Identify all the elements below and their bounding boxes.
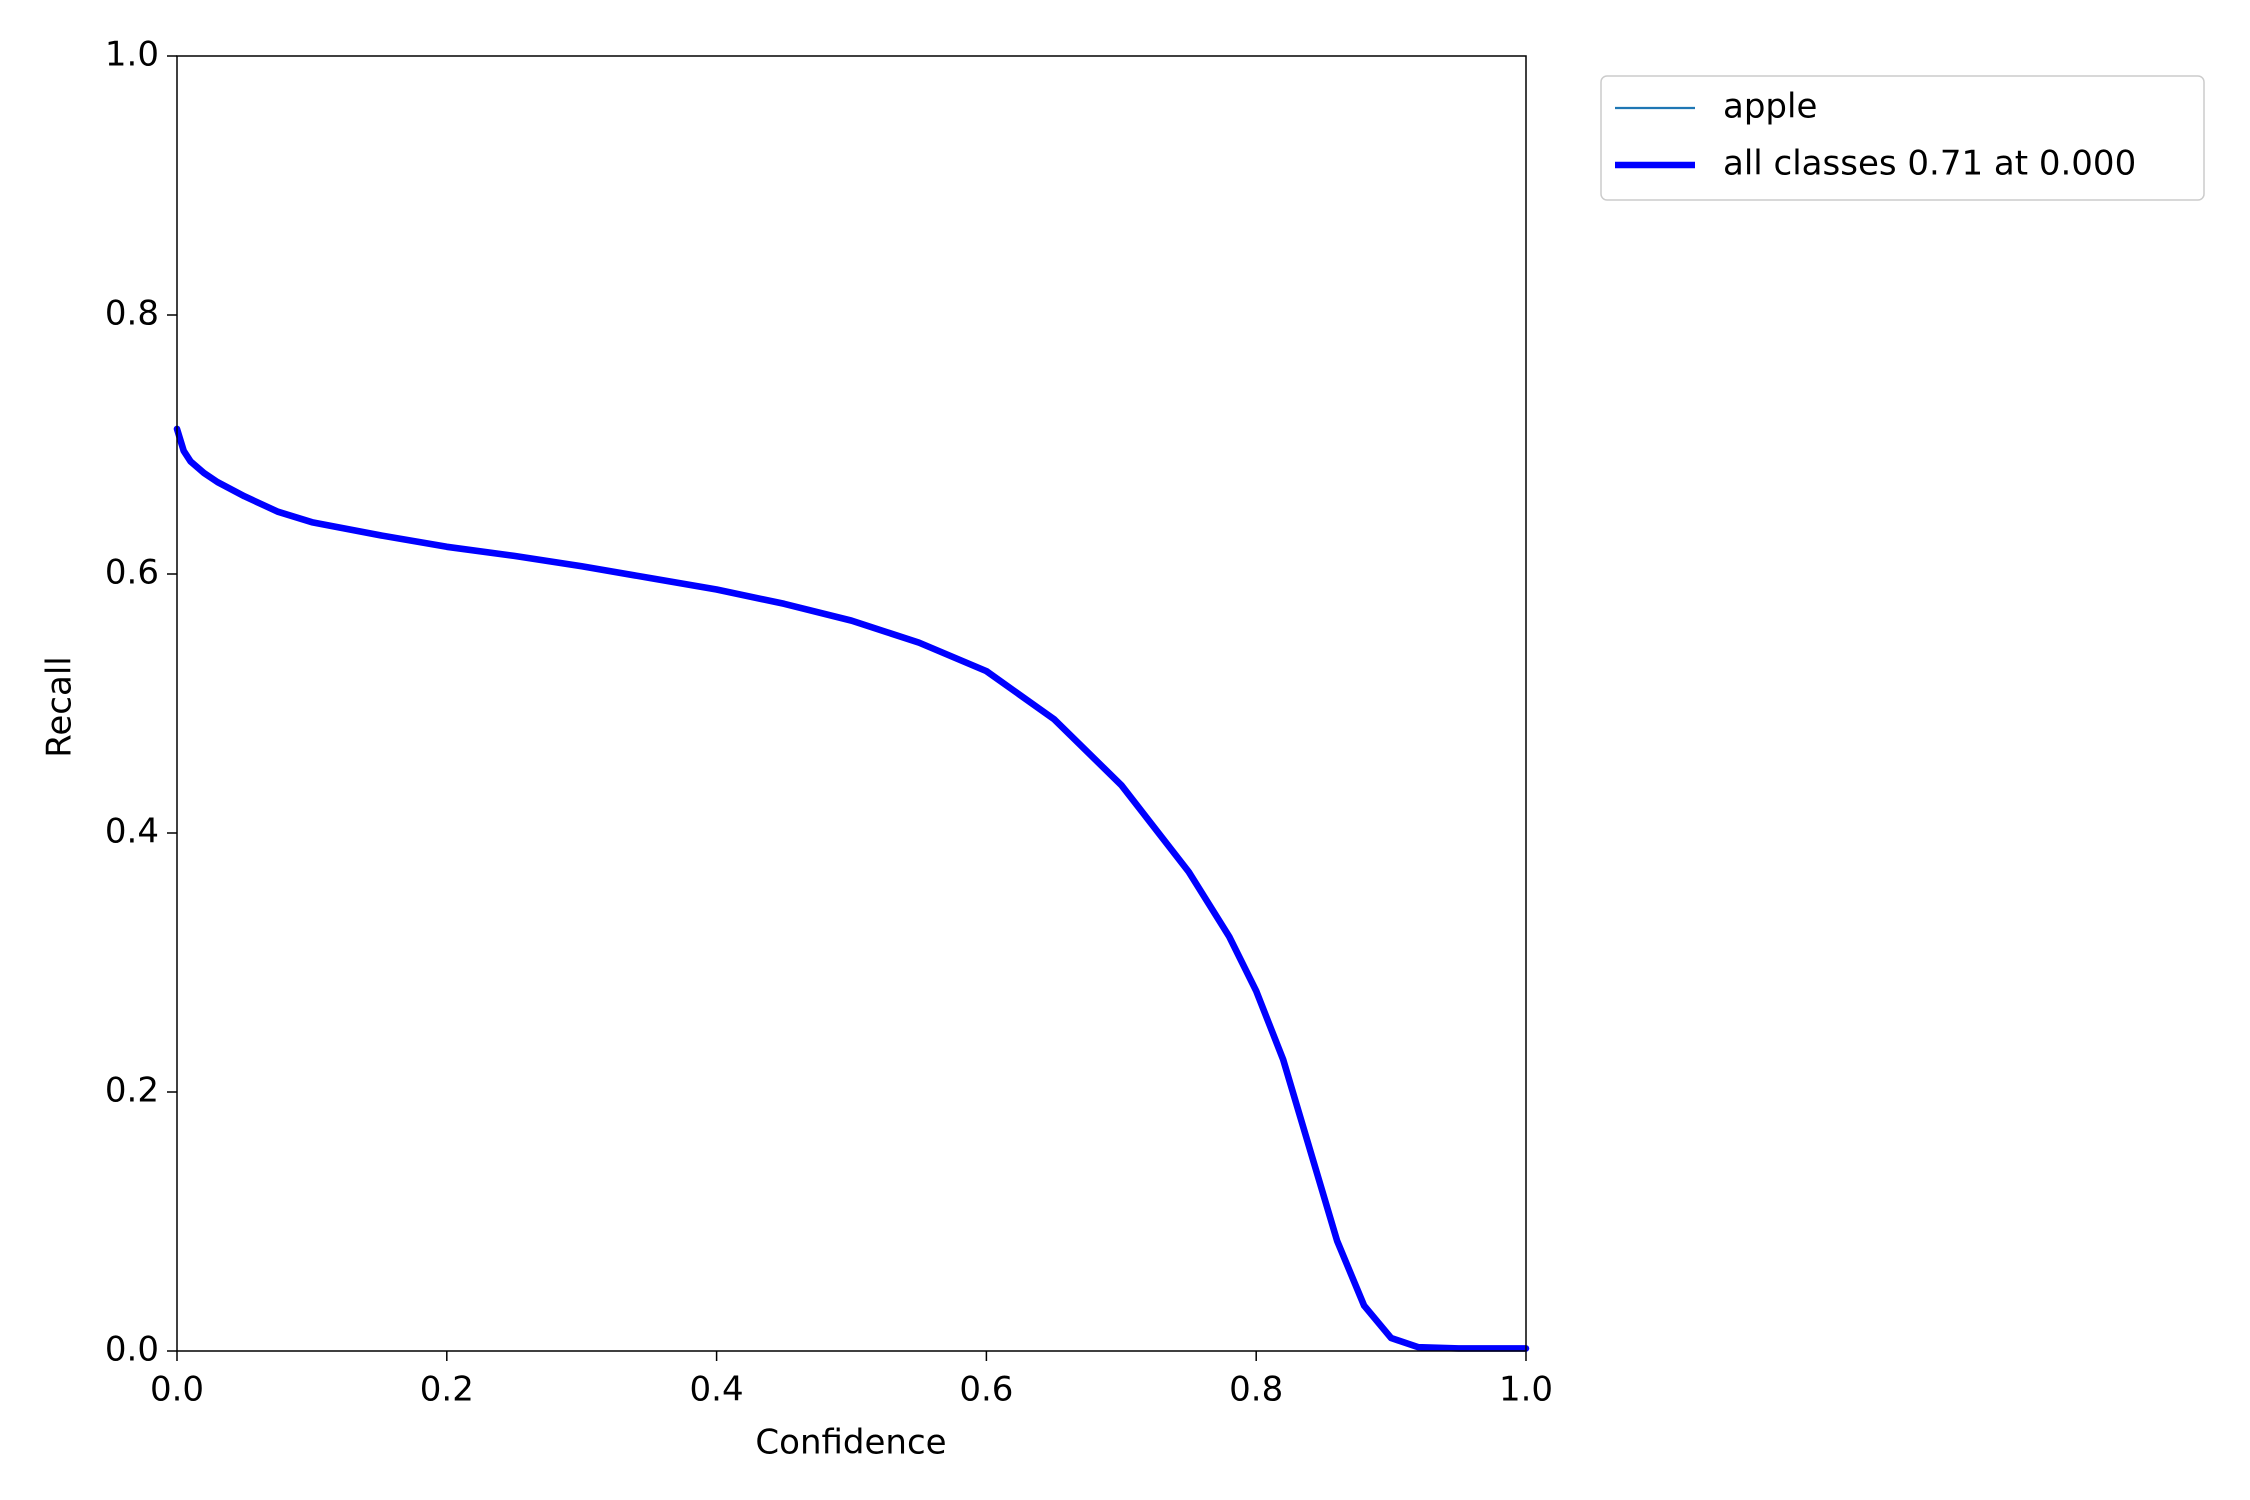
x-tick-label: 0.0	[150, 1370, 204, 1410]
x-tick-label: 0.8	[1229, 1370, 1283, 1410]
y-tick-label: 0.2	[105, 1071, 159, 1111]
legend-label: apple	[1723, 87, 1817, 127]
y-tick-label: 0.0	[105, 1330, 159, 1370]
series-line	[173, 425, 1530, 1352]
x-axis-label: Confidence	[755, 1423, 946, 1463]
x-tick-label: 0.2	[420, 1370, 474, 1410]
x-tick-label: 1.0	[1499, 1370, 1553, 1410]
x-tick-label: 0.6	[959, 1370, 1013, 1410]
y-axis-label: Recall	[40, 656, 80, 757]
legend-label: all classes 0.71 at 0.000	[1723, 144, 2136, 184]
y-tick-label: 0.4	[105, 812, 159, 852]
y-tick-label: 1.0	[105, 35, 159, 75]
y-tick-label: 0.8	[105, 294, 159, 334]
legend-box	[1600, 75, 2205, 201]
x-tick-label: 0.4	[690, 1370, 744, 1410]
plot-frame	[176, 55, 1527, 1352]
y-tick-label: 0.6	[105, 553, 159, 593]
